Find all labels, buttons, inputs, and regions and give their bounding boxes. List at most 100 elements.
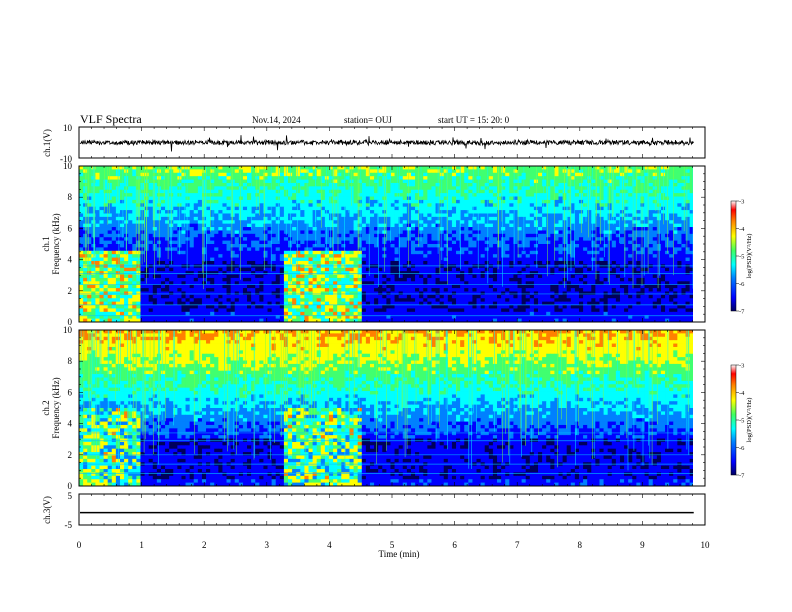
spectrogram-cell — [685, 240, 691, 245]
spectrogram-cell — [275, 203, 281, 208]
spectrogram-cell — [259, 233, 264, 238]
spectrogram-cell — [230, 206, 236, 211]
spectrogram-cell — [538, 237, 543, 242]
spectrogram-cell — [550, 237, 555, 242]
spectrogram-cell — [669, 210, 674, 214]
spectrogram-cell — [140, 220, 145, 225]
spectrogram-cell — [468, 210, 473, 214]
spectrogram-cell — [587, 199, 592, 204]
spectrogram-cell — [488, 210, 494, 214]
spectrogram-cell — [177, 267, 182, 272]
spectrogram-cell — [558, 227, 563, 231]
spectrogram-cell — [222, 203, 227, 208]
spectrogram-cell — [255, 220, 260, 225]
spectrogram-cell — [189, 244, 195, 248]
spectrogram-cell — [677, 193, 682, 197]
spectrogram-cell — [566, 254, 572, 258]
spectrogram-cell — [669, 169, 674, 174]
spectrogram-cell — [279, 237, 285, 242]
spectrogram-cell — [259, 196, 264, 201]
spectrogram-cell — [365, 199, 371, 204]
spectrogram-cell — [480, 196, 486, 201]
spectrogram-cell — [619, 172, 625, 177]
spectrogram-cell — [673, 216, 678, 221]
spectrogram-cell — [119, 186, 125, 191]
spectrogram-cell — [611, 220, 617, 225]
spectrogram-cell — [292, 274, 297, 279]
spectrogram-cell — [652, 230, 658, 235]
spectrogram-cell — [374, 271, 379, 275]
spectrogram-cell — [316, 220, 322, 225]
spectrogram-cell — [431, 254, 436, 258]
spectrogram-cell — [570, 267, 576, 272]
spectrogram-cell — [242, 257, 248, 262]
spectrogram-cell — [206, 203, 211, 208]
spectrogram-cell — [529, 210, 535, 214]
spectrogram-cell — [238, 220, 244, 225]
spectrogram-cell — [247, 244, 252, 248]
spectrogram-cell — [488, 250, 494, 255]
spectrogram-cell — [316, 172, 322, 177]
spectrogram-cell — [423, 250, 428, 255]
spectrogram-cell — [599, 260, 604, 265]
spectrogram-cell — [378, 254, 383, 258]
spectrogram-cell — [128, 210, 133, 214]
spectrogram-cell — [497, 206, 502, 211]
spectrogram-cell — [214, 244, 219, 248]
spectrogram-cell — [341, 274, 346, 279]
spectrogram-cell — [341, 220, 346, 225]
spectrogram-cell — [128, 189, 133, 194]
spectrogram-cell — [611, 271, 617, 275]
spectrogram-cell — [337, 172, 342, 177]
spectrogram-cell — [328, 199, 334, 204]
spectrogram-cell — [435, 189, 441, 194]
spectrogram-cell — [550, 182, 555, 187]
spectrogram-cell — [386, 210, 391, 214]
spectrogram-cell — [193, 237, 199, 242]
spectrogram-cell — [111, 189, 117, 194]
spectrogram-cell — [148, 169, 154, 174]
spectrogram-cell — [374, 227, 379, 231]
spectrogram-cell — [566, 257, 572, 262]
spectrogram-cell — [587, 257, 592, 262]
spectrogram-cell — [656, 182, 662, 187]
spectrogram-cell — [283, 264, 289, 269]
spectrogram-cell — [357, 267, 363, 272]
spectrogram-cell — [583, 271, 588, 275]
spectrogram-cell — [333, 186, 338, 191]
spectrogram-cell — [423, 264, 428, 269]
spectrogram-cell — [369, 206, 375, 211]
spectrogram-cell — [210, 271, 215, 275]
spectrogram-cell — [677, 271, 682, 275]
spectrogram-cell — [628, 233, 633, 238]
spectrogram-cell — [140, 227, 145, 231]
spectrogram-cell — [201, 267, 207, 272]
spectrogram-cell — [681, 233, 686, 238]
spectrogram-cell — [390, 264, 395, 269]
spectrogram-cell — [542, 264, 547, 269]
spectrogram-cell — [591, 260, 596, 265]
spectrogram-cell — [513, 189, 518, 194]
spectrogram-cell — [570, 233, 576, 238]
spectrogram-cell — [505, 240, 510, 245]
spectrogram-cell — [279, 247, 285, 252]
spectrogram-cell — [345, 233, 350, 238]
spectrogram-cell — [292, 199, 297, 204]
spectrogram-cell — [554, 223, 559, 228]
spectrogram-cell — [427, 250, 432, 255]
spectrogram-cell — [447, 257, 453, 262]
spectrogram-cell — [197, 186, 203, 191]
spectrogram-cell — [87, 230, 92, 235]
spectrogram-cell — [673, 196, 678, 201]
spectrogram-cell — [480, 182, 486, 187]
spectrogram-cell — [341, 172, 346, 177]
spectrogram-cell — [673, 220, 678, 225]
spectrogram-cell — [472, 176, 477, 180]
spectrogram-cell — [443, 189, 449, 194]
spectrogram-cell — [476, 182, 482, 187]
spectrogram-cell — [214, 230, 219, 235]
spectrogram-cell — [685, 244, 691, 248]
spectrogram-cell — [472, 233, 477, 238]
spectrogram-cell — [472, 169, 477, 174]
spectrogram-cell — [300, 267, 305, 272]
